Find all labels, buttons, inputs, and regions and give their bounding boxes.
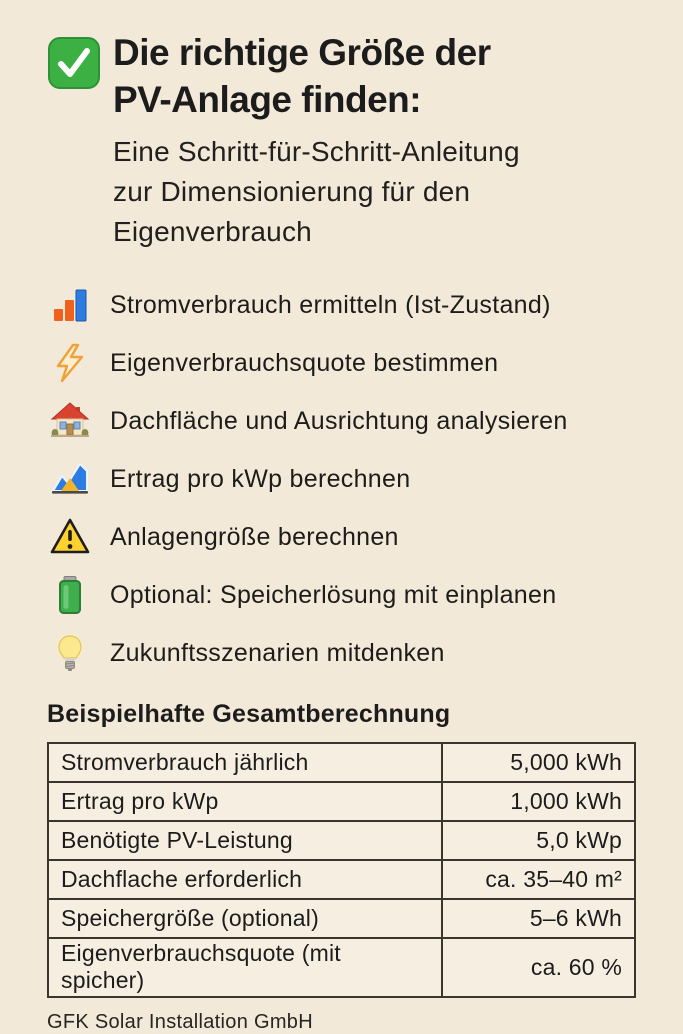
title-block: Die richtige Größe der PV-Anlage finden:… — [113, 30, 636, 252]
page-subtitle: Eine Schritt-für-Schritt-Anleitung zur D… — [113, 132, 636, 252]
calculation-table: Stromverbrauch jährlich 5,000 kWh Ertrag… — [47, 742, 636, 999]
table-cell-value: 5–6 kWh — [441, 898, 636, 940]
table-cell-label: Benötigte PV-Leistung — [47, 820, 443, 862]
subtitle-line1: Eine Schritt-für-Schritt-Anleitung — [113, 135, 520, 167]
table-cell-value: ca. 35–40 m² — [441, 859, 636, 901]
table-row: Dachflache erforderlich ca. 35–40 m² — [47, 859, 636, 901]
list-item: Stromverbrauch ermitteln (Ist-Zustand) — [47, 276, 636, 334]
page-title-line1: Die richtige Größe der — [113, 32, 491, 73]
step-label: Dachfläche und Ausrichtung analysieren — [110, 406, 568, 435]
warning-icon — [47, 516, 93, 558]
check-mark-icon — [47, 36, 101, 90]
table-row: Benötigte PV-Leistung 5,0 kWp — [47, 820, 636, 862]
table-cell-label: Dachflache erforderlich — [47, 859, 443, 901]
chart-up-icon — [47, 458, 93, 500]
list-item: Zukunftsszenarien mitdenken — [47, 624, 636, 682]
step-label: Eigenverbrauchsquote bestimmen — [110, 348, 499, 377]
table-cell-value: ca. 60 % — [441, 937, 636, 999]
lightning-icon — [47, 342, 93, 384]
subtitle-line2: zur Dimensionierung für den — [113, 176, 471, 207]
step-label: Ertrag pro kWp berechnen — [110, 464, 411, 493]
company-name: GFK Solar Installation GmbH — [47, 1011, 313, 1034]
header: Die richtige Größe der PV-Anlage finden:… — [47, 30, 636, 252]
table-cell-label: Stromverbrauch jährlich — [47, 742, 443, 784]
table-cell-value: 1,000 kWh — [441, 781, 636, 823]
step-label: Optional: Speicherlösung mit einplanen — [110, 580, 557, 609]
page-title-line2: PV-Anlage finden: — [113, 78, 422, 120]
list-item: Ertrag pro kWp berechnen — [47, 450, 636, 508]
table-row: Stromverbrauch jährlich 5,000 kWh — [47, 742, 636, 784]
step-label: Zukunftsszenarien mitdenken — [110, 638, 445, 667]
table-row: Ertrag pro kWp 1,000 kWh — [47, 781, 636, 823]
table-cell-label: Ertrag pro kWp — [47, 781, 443, 823]
list-item: Eigenverbrauchsquote bestimmen — [47, 334, 636, 392]
subtitle-line3: Eigenverbrauch — [113, 216, 312, 248]
house-icon — [47, 400, 93, 442]
step-label: Anlagengröße berechnen — [110, 522, 399, 551]
steps-list: Stromverbrauch ermitteln (Ist-Zustand) E… — [47, 276, 636, 682]
table-cell-label: Eigenverbrauchsquote (mit spicher) — [47, 937, 443, 999]
table-row: Eigenverbrauchsquote (mit spicher) ca. 6… — [47, 937, 636, 999]
table-row: Speichergröße (optional) 5–6 kWh — [47, 898, 636, 940]
table-cell-label: Speichergröße (optional) — [47, 898, 443, 940]
bar-chart-icon — [47, 284, 93, 326]
calculation-heading: Beispielhafte Gesamtberechnung — [47, 700, 451, 729]
battery-icon — [47, 574, 93, 616]
list-item: Optional: Speicherlösung mit einplanen — [47, 566, 636, 624]
step-label: Stromverbrauch ermitteln (Ist-Zustand) — [110, 290, 551, 319]
table-cell-value: 5,0 kWp — [441, 820, 636, 862]
list-item: Anlagengröße berechnen — [47, 508, 636, 566]
bulb-icon — [47, 632, 93, 674]
list-item: Dachfläche und Ausrichtung analysieren — [47, 392, 636, 450]
table-cell-value: 5,000 kWh — [441, 742, 636, 784]
